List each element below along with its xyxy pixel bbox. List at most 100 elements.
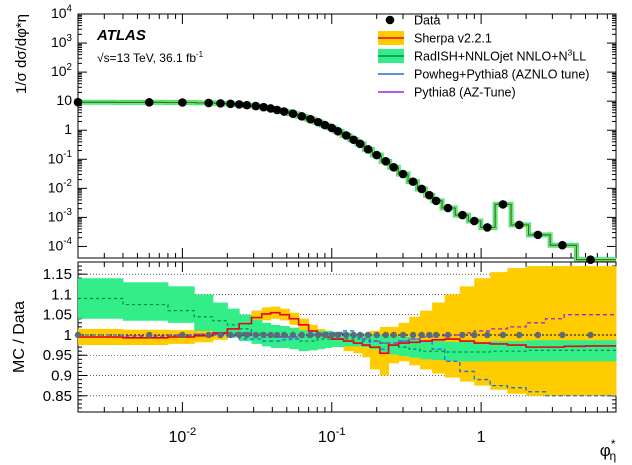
- ratio-data-point: [321, 331, 329, 339]
- y-tick-label: 10-3: [48, 207, 73, 224]
- radish-uncertainty-band: [507, 341, 527, 362]
- sherpa-uncertainty-band: [432, 302, 446, 374]
- data-point: [558, 240, 567, 250]
- data-point: [216, 99, 225, 108]
- data-point: [234, 100, 244, 109]
- data-point: [425, 190, 434, 200]
- data-point: [417, 184, 426, 194]
- y-tick-label: 102: [51, 62, 72, 79]
- data-point: [514, 220, 524, 230]
- ratio-data-point: [459, 331, 466, 339]
- ratio-data-point: [260, 331, 267, 339]
- legend-marker-data: [385, 15, 395, 25]
- experiment-label: ATLAS: [96, 27, 146, 44]
- data-point: [272, 105, 282, 115]
- ratio-data-point: [289, 331, 297, 339]
- ratio-data-point: [444, 331, 452, 339]
- ratio-data-point: [409, 331, 417, 339]
- ratio-data-point: [273, 331, 281, 339]
- data-point: [204, 98, 213, 108]
- data-point: [297, 112, 307, 121]
- legend-label: Pythia8 (AZ-Tune): [414, 86, 516, 100]
- radish-uncertainty-band: [362, 333, 371, 348]
- x-tick-label: 10-1: [318, 426, 346, 446]
- data-point: [144, 98, 154, 107]
- radish-uncertainty-band: [289, 327, 300, 350]
- y-tick-label: 1: [64, 327, 72, 344]
- y-tick-label: 1.1: [51, 286, 72, 303]
- x-axis-label: φ* η: [600, 437, 616, 463]
- ratio-data-point: [280, 331, 288, 339]
- data-point: [398, 169, 408, 179]
- ratio-data-point: [534, 331, 542, 339]
- data-point: [469, 216, 479, 226]
- data-point: [482, 223, 492, 232]
- ratio-data-point: [484, 331, 491, 339]
- radish-uncertainty-band: [317, 330, 326, 350]
- y-tick-label: 10-1: [48, 149, 72, 166]
- ratio-data-point: [418, 331, 425, 339]
- y-tick-label: 104: [51, 4, 73, 21]
- ratio-data-point: [343, 331, 350, 339]
- data-point: [333, 126, 343, 136]
- radish-uncertainty-band: [432, 341, 446, 361]
- legend: Data Sherpa v2.2.1 RadISH+NNLOjet NNLO+N3L…: [378, 14, 589, 100]
- y-tick-label: 10-2: [48, 178, 72, 195]
- sherpa-uncertainty-band: [526, 266, 547, 396]
- ratio-data-point: [252, 331, 259, 339]
- data-point: [408, 177, 418, 186]
- ratio-data-point: [314, 331, 322, 339]
- data-point: [226, 99, 235, 109]
- data-point: [288, 109, 298, 119]
- ratio-data-point: [235, 331, 243, 339]
- y-tick-label: 0.9: [51, 368, 72, 385]
- sherpa-uncertainty-band: [369, 330, 381, 370]
- radish-uncertainty-band: [490, 341, 508, 362]
- sherpa-uncertainty-band: [420, 310, 433, 370]
- radish-uncertainty-band: [227, 308, 240, 337]
- radish-uncertainty-band: [194, 294, 214, 331]
- x-tick-label: 1: [477, 429, 486, 446]
- ratio-data-point: [328, 331, 335, 339]
- data-point: [279, 107, 289, 116]
- radish-ratio-line: [78, 297, 616, 353]
- y-axis-label: 1/σ dσ/dφ*η: [13, 14, 30, 94]
- sherpa-uncertainty-band: [564, 266, 587, 396]
- ratio-data-point: [356, 331, 364, 339]
- ratio-data-point: [334, 331, 342, 339]
- data-point: [498, 200, 508, 209]
- sherpa-ratio-line: [78, 311, 616, 355]
- ratio-data-point: [350, 331, 357, 339]
- data-point: [73, 97, 83, 107]
- ratio-data-point: [217, 331, 224, 339]
- ratio-data-point: [499, 331, 507, 339]
- ratio-data-point: [373, 331, 380, 339]
- ratio-data-point: [382, 331, 389, 339]
- sherpa-uncertainty-band: [507, 268, 527, 394]
- sherpa-uncertainty-band: [585, 266, 617, 396]
- radish-uncertainty-band: [564, 340, 587, 362]
- ratio-data-point: [364, 331, 372, 339]
- data-point: [381, 157, 391, 166]
- data-point: [586, 255, 595, 264]
- data-point: [355, 139, 365, 149]
- energy-label: √s=13 TeV, 36.1 fb-1: [97, 50, 204, 65]
- radish-uncertainty-band: [398, 337, 410, 357]
- ratio-data-point: [516, 331, 523, 339]
- data-point: [443, 203, 453, 213]
- y-tick-label: 10-4: [48, 236, 73, 253]
- ratio-data-point: [426, 331, 433, 339]
- ratio-data-point: [559, 331, 566, 339]
- y-tick-label: 10: [56, 92, 72, 108]
- radish-uncertainty-band: [251, 319, 263, 344]
- data-point: [389, 162, 399, 172]
- ratio-y-axis-label: MC / Data: [11, 301, 28, 373]
- data-point: [341, 131, 351, 140]
- lower-panel: 10-2 10-1 1 0.85 0.9 0.95 1 1.05 1.1 1.15 MC / Dat…: [11, 261, 617, 463]
- y-tick-label: 1: [64, 121, 72, 137]
- legend-label: Sherpa v2.2.1: [414, 32, 492, 46]
- y-tick-label: 0.85: [43, 388, 72, 405]
- data-point: [458, 210, 467, 220]
- ratio-data-point: [471, 331, 478, 339]
- sherpa-uncertainty-band: [545, 266, 565, 396]
